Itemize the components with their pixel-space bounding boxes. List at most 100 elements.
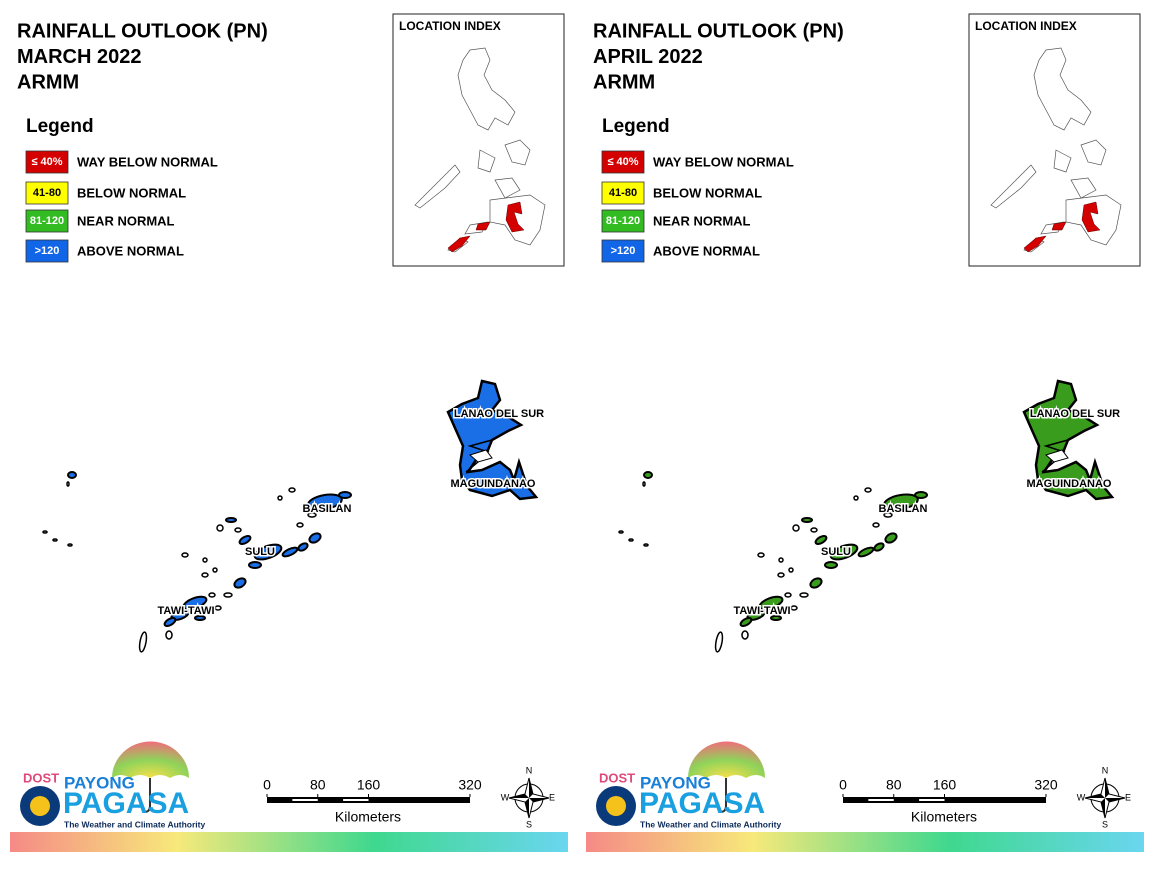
island: [790, 605, 798, 611]
island: [829, 543, 859, 561]
island: [757, 552, 765, 558]
island: [872, 522, 880, 528]
island: [296, 522, 304, 528]
index-outline: [990, 47, 1122, 253]
legend-label: NEAR NORMAL: [653, 213, 751, 228]
island: [208, 592, 216, 598]
compass-letter: S: [1102, 819, 1108, 829]
island: [788, 567, 794, 573]
island: [307, 493, 343, 511]
logo-dost: DOST: [599, 770, 635, 785]
scale-bar-half: [292, 799, 318, 801]
legend-title: Legend: [26, 116, 94, 137]
agency-seal-inner: [606, 796, 626, 816]
index-outline: [414, 47, 546, 253]
island: [201, 572, 209, 578]
legend-label: BELOW NORMAL: [653, 185, 762, 200]
island: [202, 557, 208, 563]
island: [777, 572, 785, 578]
map-panel: RAINFALL OUTLOOK (PN) APRIL 2022 ARMM Legen…: [586, 13, 1144, 852]
island: [225, 517, 237, 523]
compass-letter: E: [549, 792, 555, 802]
legend-label: ABOVE NORMAL: [77, 243, 184, 258]
island: [799, 592, 809, 598]
island: [864, 487, 872, 493]
scale-tick-label: 80: [886, 777, 902, 793]
map-title: RAINFALL OUTLOOK (PN): [593, 20, 844, 42]
legend-title: Legend: [602, 116, 670, 137]
island: [824, 561, 838, 569]
island: [809, 577, 823, 589]
island: [238, 535, 252, 545]
legend-label: WAY BELOW NORMAL: [77, 154, 218, 169]
island: [883, 512, 893, 518]
legend-label: ABOVE NORMAL: [653, 243, 760, 258]
agency-seal-inner: [30, 796, 50, 816]
compass-letter: E: [1125, 792, 1131, 802]
island: [792, 524, 800, 532]
island: [814, 535, 828, 545]
index-highlight: [1023, 201, 1101, 253]
island: [643, 471, 653, 479]
logo-payong: PAYONG: [640, 773, 711, 792]
umbrella: [688, 741, 765, 778]
island: [628, 538, 634, 542]
index-highlight: [447, 201, 525, 253]
island: [182, 595, 208, 611]
umbrella: [112, 741, 189, 778]
compass-letter: W: [501, 792, 510, 802]
scale-tick-label: 320: [458, 777, 482, 793]
province-label: TAWI-TAWI: [157, 605, 214, 617]
province-label: TAWI-TAWI: [733, 605, 790, 617]
legend-swatch-label: 81-120: [30, 215, 64, 227]
white-patch: [468, 449, 493, 463]
island: [338, 491, 352, 499]
map-title: RAINFALL OUTLOOK (PN): [17, 20, 268, 42]
island: [52, 538, 58, 542]
province-label: SULU: [821, 546, 851, 558]
compass-letter: S: [526, 819, 532, 829]
island: [810, 527, 818, 533]
island: [234, 527, 242, 533]
island: [873, 542, 885, 552]
island: [884, 532, 898, 544]
index-title: LOCATION INDEX: [975, 19, 1077, 33]
island: [248, 561, 262, 569]
island: [714, 631, 724, 653]
legend-swatch-label: 41-80: [33, 187, 61, 199]
legend-swatch-label: ≤ 40%: [607, 156, 638, 168]
island: [770, 615, 782, 621]
logo-pagasa: PAGASA: [639, 787, 765, 820]
compass-letter: N: [1102, 765, 1109, 775]
map-title: ARMM: [593, 71, 655, 93]
island: [66, 481, 70, 487]
legend-swatch: [25, 209, 69, 233]
legend-swatch: [25, 181, 69, 205]
island: [281, 546, 299, 558]
island: [165, 630, 173, 640]
island: [297, 542, 309, 552]
island: [758, 595, 784, 611]
province-label: MAGUINDANAO: [1027, 478, 1112, 490]
island: [741, 630, 749, 640]
white-patch: [1044, 449, 1069, 463]
island: [784, 592, 792, 598]
province-label: BASILAN: [303, 503, 352, 515]
island: [138, 631, 148, 653]
island: [67, 543, 73, 547]
color-band: [586, 832, 1144, 852]
scale-bar-half: [919, 799, 945, 801]
legend-swatch: [601, 239, 645, 263]
legend-label: BELOW NORMAL: [77, 185, 186, 200]
island: [308, 532, 322, 544]
legend-swatch-label: 81-120: [606, 215, 640, 227]
legend-swatch-label: 41-80: [609, 187, 637, 199]
island: [163, 617, 177, 627]
scale-bar-half: [343, 799, 369, 801]
province-label: LANAO DEL SUR: [454, 408, 544, 420]
umbrella-handle: [143, 778, 151, 813]
island: [42, 530, 48, 534]
legend-label: NEAR NORMAL: [77, 213, 175, 228]
